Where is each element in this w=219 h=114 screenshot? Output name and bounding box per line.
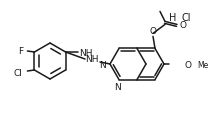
Text: Me: Me [197,61,208,70]
Text: N: N [100,61,106,70]
Text: NH: NH [85,55,99,64]
Text: H: H [169,13,177,23]
Text: F: F [18,46,23,55]
Text: NH: NH [79,48,92,57]
Text: O: O [150,27,157,36]
Text: Cl: Cl [181,13,191,23]
Text: O: O [185,60,192,69]
Text: O: O [180,21,187,30]
Text: N: N [115,82,121,91]
Text: Cl: Cl [14,68,23,77]
